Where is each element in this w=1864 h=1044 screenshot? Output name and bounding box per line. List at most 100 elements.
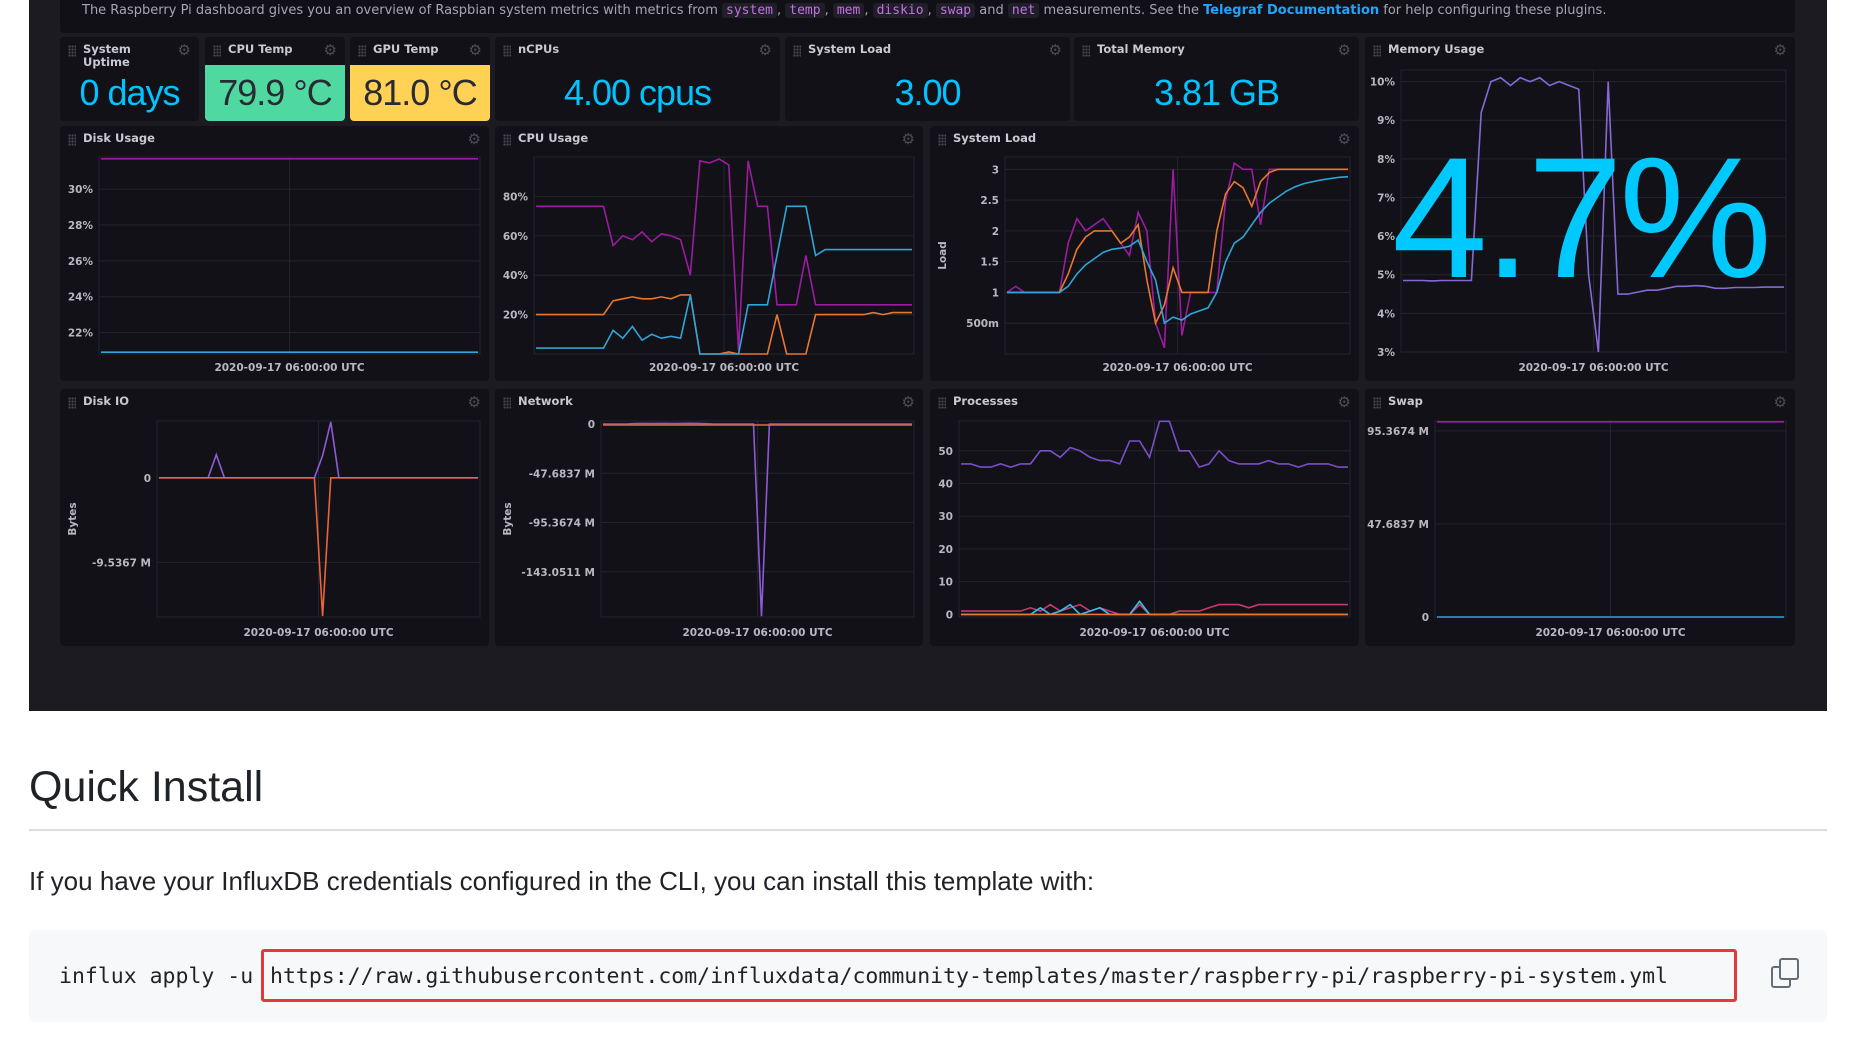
panel-title: Disk Usage — [83, 131, 155, 145]
y-axis-label: Bytes — [67, 502, 79, 535]
gear-icon[interactable]: ⚙ — [1337, 130, 1351, 148]
y-tick-label: -9.5367 M — [92, 557, 151, 569]
x-axis-label: 2020-09-17 06:00:00 UTC — [1535, 627, 1685, 639]
y-tick-label: 0 — [144, 473, 151, 485]
chart-svg: 500m 1 1.5 2 2.5 3 2020-09-17 06:00:00 UTC Load — [937, 156, 1351, 374]
chart-svg: 0 -47.6837 M -95.3674 M -143.0511 M 2020-09-… — [502, 419, 915, 639]
y-tick-label: 22% — [68, 328, 94, 340]
gear-icon[interactable]: ⚙ — [901, 393, 915, 411]
gear-icon[interactable]: ⚙ — [1773, 41, 1787, 59]
series-line-1 — [159, 477, 478, 617]
drag-handle-icon[interactable] — [503, 397, 511, 409]
panel-title: nCPUs — [518, 42, 560, 56]
y-tick-label: 95.3674 M — [1367, 426, 1429, 438]
gear-icon[interactable]: ⚙ — [1048, 41, 1062, 59]
stat-value: 0 days — [79, 72, 180, 113]
y-axis-label: Bytes — [502, 502, 514, 535]
panel-title: CPU Usage — [518, 131, 589, 145]
y-tick-label: 2 — [992, 226, 999, 238]
drag-handle-icon[interactable] — [503, 45, 511, 57]
gear-icon[interactable]: ⚙ — [901, 130, 915, 148]
sep: , — [864, 3, 873, 18]
drag-handle-icon[interactable] — [213, 45, 221, 57]
panel-system-uptime: System Uptime ⚙ 0 days — [60, 37, 199, 121]
panel-title: Total Memory — [1097, 42, 1185, 56]
drag-handle-icon[interactable] — [1373, 397, 1381, 409]
y-tick-label: 30 — [938, 511, 953, 523]
chart-svg: 3% 4% 5% 6% 7% 8% 9% 10% 2020-09-17 06:00:00 UTC — [1370, 69, 1787, 374]
gear-icon[interactable]: ⚙ — [177, 41, 191, 59]
chart-svg: 20% 40% 60% 80% 2020-09-17 06:00:00 UTC — [503, 156, 915, 374]
y-tick-label: 40% — [503, 270, 529, 282]
panel-title: CPU Temp — [228, 42, 293, 56]
panel-disk-io: 0 -9.5367 M 2020-09-17 06:00:00 UTC Bytes D… — [60, 389, 489, 646]
chart-svg: 22% 24% 26% 28% 30% 2020-09-17 06:00:00 UTC — [68, 156, 481, 374]
drag-handle-icon[interactable] — [68, 45, 76, 57]
y-tick-label: 2.5 — [980, 195, 999, 207]
memory-usage-value: 4.7% — [1391, 122, 1772, 314]
y-axis-label: Load — [937, 241, 949, 270]
drag-handle-icon[interactable] — [938, 397, 946, 409]
panel-gpu-temp: GPU Temp ⚙ 81.0 °C — [350, 37, 490, 121]
stat-value: 3.00 — [894, 72, 961, 113]
panel-title: System Load — [953, 131, 1037, 145]
code-net: net — [1007, 3, 1040, 18]
drag-handle-icon[interactable] — [1373, 45, 1381, 57]
dashboard-screenshot: The Raspberry Pi dashboard gives you an … — [29, 0, 1827, 711]
gear-icon[interactable]: ⚙ — [1773, 393, 1787, 411]
gear-icon[interactable]: ⚙ — [758, 41, 772, 59]
panel-network: 0 -47.6837 M -95.3674 M -143.0511 M 2020-09-… — [495, 389, 923, 646]
drag-handle-icon[interactable] — [68, 134, 76, 146]
y-tick-label: 1.5 — [980, 257, 999, 269]
panel-memory-usage: 3% 4% 5% 6% 7% 8% 9% 10% 2020-09-17 06:00:00 UTC… — [1365, 37, 1795, 381]
y-tick-label: -143.0511 M — [521, 567, 595, 579]
drag-handle-icon[interactable] — [503, 134, 511, 146]
x-axis-label: 2020-09-17 06:00:00 UTC — [243, 627, 393, 639]
gear-icon[interactable]: ⚙ — [467, 130, 481, 148]
y-tick-label: 0 — [588, 419, 595, 431]
sep: and — [975, 3, 1008, 18]
gear-icon[interactable]: ⚙ — [468, 41, 482, 59]
panel-swap: 0 47.6837 M 95.3674 M 2020-09-17 06:00:00 U… — [1365, 389, 1795, 646]
panel-system-load: 500m 1 1.5 2 2.5 3 2020-09-17 06:00:00 UTC Load… — [930, 126, 1359, 381]
template-url-highlight[interactable]: https://raw.githubusercontent.com/influx… — [261, 949, 1737, 1002]
x-axis-label: 2020-09-17 06:00:00 UTC — [214, 362, 364, 374]
chart-svg: 0 47.6837 M 95.3674 M 2020-09-17 06:00:00 U… — [1367, 420, 1787, 639]
panel-title: Disk IO — [83, 394, 130, 408]
series-line-0 — [1403, 76, 1784, 353]
x-axis-label: 2020-09-17 06:00:00 UTC — [682, 627, 832, 639]
copy-icon[interactable] — [1771, 958, 1799, 988]
note-text: for help configuring these plugins. — [1379, 3, 1607, 18]
gear-icon[interactable]: ⚙ — [323, 41, 337, 59]
code-swap: swap — [935, 3, 976, 18]
chart-svg: 0 10 20 30 40 50 2020-09-17 06:00:00 UTC — [938, 420, 1351, 639]
y-tick-label: 24% — [68, 292, 94, 304]
gear-icon[interactable]: ⚙ — [1337, 393, 1351, 411]
drag-handle-icon[interactable] — [358, 45, 366, 57]
y-tick-label: 10 — [938, 577, 953, 589]
y-tick-label: 7% — [1377, 192, 1395, 204]
panel-title: GPU Temp — [373, 42, 439, 56]
code-diskio: diskio — [872, 3, 928, 18]
y-tick-label: 6% — [1377, 231, 1395, 243]
code-temp: temp — [785, 3, 825, 18]
drag-handle-icon[interactable] — [938, 134, 946, 146]
y-tick-label: 0 — [1422, 612, 1429, 624]
panel-cpu-usage: 20% 40% 60% 80% 2020-09-17 06:00:00 UTC CPU … — [495, 126, 923, 381]
y-tick-label: 4% — [1377, 308, 1395, 320]
section-heading: Quick Install — [29, 763, 264, 811]
code-block: influx apply -u https://raw.githubuserco… — [29, 930, 1827, 1022]
y-tick-label: 47.6837 M — [1367, 519, 1429, 531]
series-line-1 — [1007, 168, 1348, 326]
gear-icon[interactable]: ⚙ — [1337, 41, 1351, 59]
note-text: measurements. See the — [1039, 3, 1204, 18]
stat-value: 81.0 °C — [350, 65, 490, 121]
stat-value: 79.9 °C — [205, 65, 345, 121]
drag-handle-icon[interactable] — [68, 397, 76, 409]
gear-icon[interactable]: ⚙ — [467, 393, 481, 411]
telegraf-docs-link[interactable]: Telegraf Documentation — [1203, 3, 1380, 18]
drag-handle-icon[interactable] — [793, 45, 801, 57]
y-tick-label: 40 — [938, 478, 953, 490]
drag-handle-icon[interactable] — [1082, 45, 1090, 57]
y-tick-label: 3% — [1377, 347, 1395, 359]
